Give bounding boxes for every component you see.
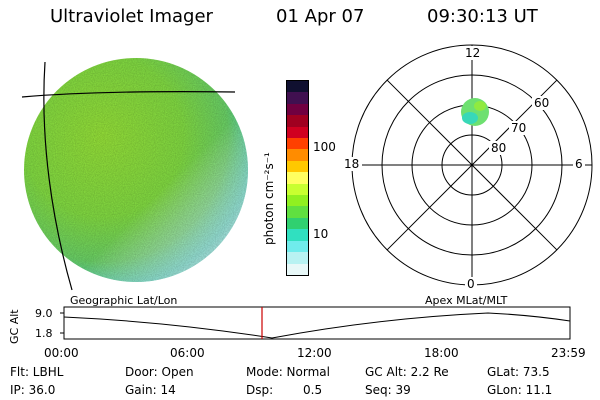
colorbar-band	[287, 126, 308, 139]
colorbar-band	[287, 81, 308, 93]
mlt-label-0: 0	[467, 277, 475, 291]
mlt-label-18: 18	[344, 157, 360, 171]
timeline-frame	[63, 306, 571, 340]
x-tick-0000: 00:00	[44, 346, 79, 360]
altitude-curve	[63, 312, 571, 339]
x-tick-0600: 06:00	[170, 346, 205, 360]
x-tick-1200: 12:00	[297, 346, 332, 360]
instrument-title: Ultraviolet Imager	[50, 6, 213, 27]
auroral-spot	[461, 98, 489, 126]
timeline-left-title: Geographic Lat/Lon	[70, 294, 178, 307]
colorbar-tick-10: 10	[313, 227, 329, 241]
colorbar-band	[287, 115, 308, 127]
seq-status: Seq: 39	[365, 383, 411, 397]
time-label: 09:30:13 UT	[427, 6, 538, 27]
colorbar-band	[287, 263, 308, 275]
glon-status: GLon: 11.1	[487, 383, 553, 397]
longitude-line	[43, 61, 73, 291]
colorbar-band	[287, 103, 308, 116]
mlat-label-80: 80	[491, 141, 507, 155]
x-tick-2359: 23:59	[551, 346, 586, 360]
mlt-label-6: 6	[575, 157, 583, 171]
gain-status: Gain: 14	[125, 383, 176, 397]
gc-alt-status: GC Alt: 2.2 Re	[365, 365, 449, 379]
colorbar-band	[287, 229, 308, 241]
mlt-label-12: 12	[465, 46, 481, 60]
dsp-label: Dsp:	[246, 383, 274, 397]
colorbar-band	[287, 149, 308, 161]
timeline-y-bottom: 1.8	[35, 327, 53, 340]
ip-status: IP: 36.0	[10, 383, 56, 397]
mlat-label-60: 60	[534, 96, 550, 110]
mode-status: Mode: Normal	[246, 365, 330, 379]
door-status: Door: Open	[125, 365, 194, 379]
colorbar-band	[287, 160, 308, 173]
colorbar-band	[287, 195, 308, 207]
glat-status: GLat: 73.5	[487, 365, 550, 379]
colorbar	[286, 80, 309, 276]
colorbar-band	[287, 183, 308, 196]
mlat-label-70: 70	[511, 121, 527, 135]
timeline-y-top: 9.0	[35, 307, 53, 320]
date-label: 01 Apr 07	[276, 6, 365, 27]
colorbar-band	[287, 240, 308, 253]
latitude-line	[21, 91, 236, 98]
dsp-value: 0.5	[303, 383, 323, 397]
timeline-right-title: Apex MLat/MLT	[425, 294, 508, 307]
x-tick-1800: 18:00	[424, 346, 459, 360]
colorbar-band	[287, 138, 308, 150]
colorbar-tick-100: 100	[313, 140, 336, 154]
filter-status: Flt: LBHL	[10, 365, 64, 379]
colorbar-band	[287, 92, 308, 104]
colorbar-band	[287, 252, 308, 264]
colorbar-band	[287, 172, 308, 184]
colorbar-band	[287, 206, 308, 218]
colorbar-band	[287, 217, 308, 230]
